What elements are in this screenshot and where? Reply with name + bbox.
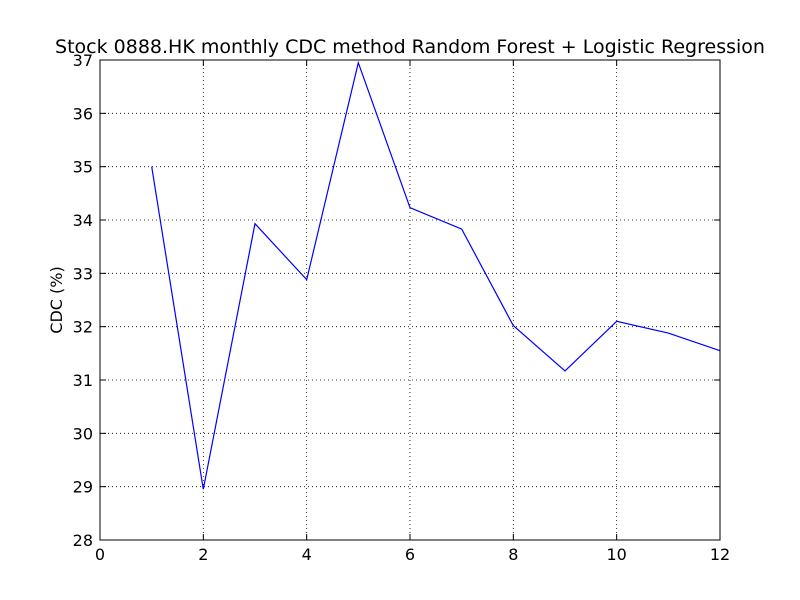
x-tick-label: 0 — [95, 545, 105, 564]
y-tick-label: 32 — [73, 318, 93, 337]
x-tick-label: 8 — [508, 545, 518, 564]
y-tick-label: 36 — [73, 104, 93, 123]
chart-title: Stock 0888.HK monthly CDC method Random … — [55, 36, 765, 58]
y-axis-label: CDC (%) — [47, 266, 66, 333]
y-tick-label: 29 — [73, 478, 93, 497]
y-axis: 28 29 30 31 32 33 34 35 36 37 — [73, 51, 720, 550]
grid-lines — [99, 59, 721, 541]
series-line — [151, 60, 721, 490]
y-tick-label: 35 — [73, 158, 93, 177]
y-tick-label: 34 — [73, 211, 93, 230]
x-tick-label: 12 — [710, 545, 730, 564]
x-tick-label: 10 — [606, 545, 626, 564]
y-tick-label: 37 — [73, 51, 93, 70]
y-tick-label: 31 — [73, 371, 93, 390]
x-tick-label: 6 — [405, 545, 415, 564]
y-tick-label: 28 — [73, 531, 93, 550]
y-tick-label: 33 — [73, 264, 93, 283]
series-group — [151, 60, 721, 490]
x-tick-label: 2 — [198, 545, 208, 564]
x-tick-label: 4 — [302, 545, 312, 564]
y-tick-label: 30 — [73, 424, 93, 443]
x-axis: 0 2 4 6 8 10 12 — [95, 60, 730, 564]
